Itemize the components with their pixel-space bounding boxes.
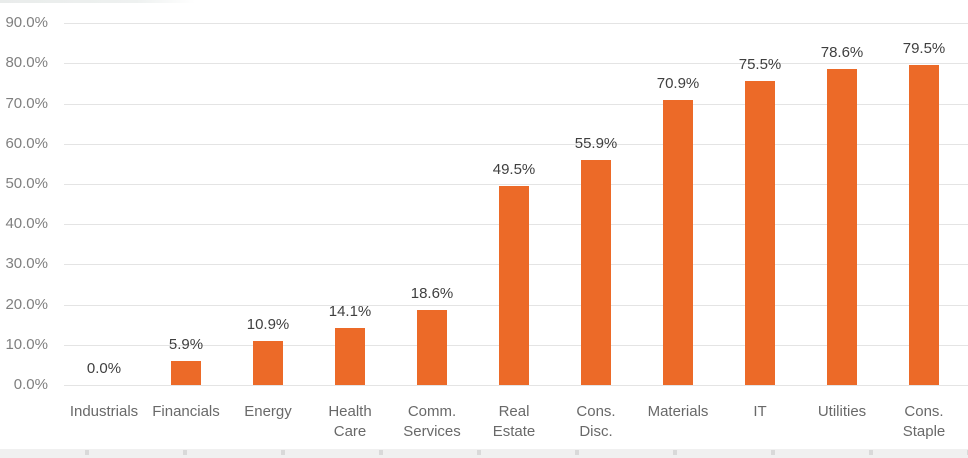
bottom-strip-tick xyxy=(281,450,285,455)
bottom-strip-tick xyxy=(673,450,677,455)
bar-value-label: 75.5% xyxy=(738,56,782,74)
bottom-strip-tick xyxy=(183,450,187,455)
bar-value-label: 10.9% xyxy=(246,316,290,334)
gridline xyxy=(64,385,968,386)
x-axis-category-label: Cons. Disc. xyxy=(576,403,616,440)
bar-value-label: 55.9% xyxy=(574,135,618,153)
bar-value-label: 14.1% xyxy=(328,303,372,321)
bar-value-label: 5.9% xyxy=(168,336,204,354)
bar-value-label: 0.0% xyxy=(86,360,122,377)
y-axis-tick-label: 0.0% xyxy=(13,376,48,393)
y-axis-tick-label: 20.0% xyxy=(5,295,48,313)
y-axis-tick-label: 70.0% xyxy=(5,94,48,112)
bottom-axis-strip xyxy=(0,449,968,458)
bottom-strip-tick xyxy=(85,450,89,455)
bar-value-label: 78.6% xyxy=(820,44,864,62)
x-axis-category-label: Financials xyxy=(152,403,220,420)
bar-value-label: 79.5% xyxy=(902,40,946,58)
x-axis-category-label: Materials xyxy=(647,403,709,420)
gridline xyxy=(64,184,968,185)
gridline xyxy=(64,103,968,105)
bar xyxy=(581,160,611,385)
y-axis-tick-label: 50.0% xyxy=(5,175,48,192)
bar xyxy=(663,99,693,385)
bar-value-label: 49.5% xyxy=(492,161,536,178)
x-axis-category-label: Energy xyxy=(244,403,292,420)
bottom-strip-tick xyxy=(575,450,579,455)
x-axis-category-label: IT xyxy=(753,403,767,420)
x-axis-category-label: Real Estate xyxy=(492,403,536,440)
y-axis-tick-label: 80.0% xyxy=(5,54,48,72)
bar xyxy=(171,361,201,385)
x-axis-category-label: Industrials xyxy=(69,403,139,420)
x-axis-category-label: Health Care xyxy=(328,403,372,440)
bar xyxy=(335,328,365,385)
gridline xyxy=(64,143,968,145)
bar xyxy=(909,65,939,385)
bottom-strip-tick xyxy=(379,450,383,455)
bar xyxy=(499,186,529,385)
y-axis-tick-label: 10.0% xyxy=(5,335,48,353)
x-axis-category-label: Cons. Staple xyxy=(902,403,946,440)
bottom-strip-tick xyxy=(771,450,775,455)
y-axis-tick-label: 30.0% xyxy=(5,255,48,273)
x-axis-category-label: Comm. Services xyxy=(403,403,461,440)
bar-value-label: 18.6% xyxy=(410,285,454,303)
cropped-element-remnant xyxy=(0,0,195,3)
gridline xyxy=(64,23,968,25)
bar xyxy=(745,81,775,385)
bottom-strip-tick xyxy=(869,450,873,455)
bar xyxy=(417,310,447,385)
bar-value-label: 70.9% xyxy=(656,74,700,92)
gridline xyxy=(64,63,968,65)
bar xyxy=(253,341,283,385)
y-axis-tick-label: 60.0% xyxy=(5,134,48,152)
y-axis-tick-label: 40.0% xyxy=(5,215,48,233)
bar xyxy=(827,69,857,385)
bottom-strip-tick xyxy=(477,450,481,455)
x-axis-category-label: Utilities xyxy=(817,403,867,420)
y-axis-tick-label: 90.0% xyxy=(5,14,48,32)
